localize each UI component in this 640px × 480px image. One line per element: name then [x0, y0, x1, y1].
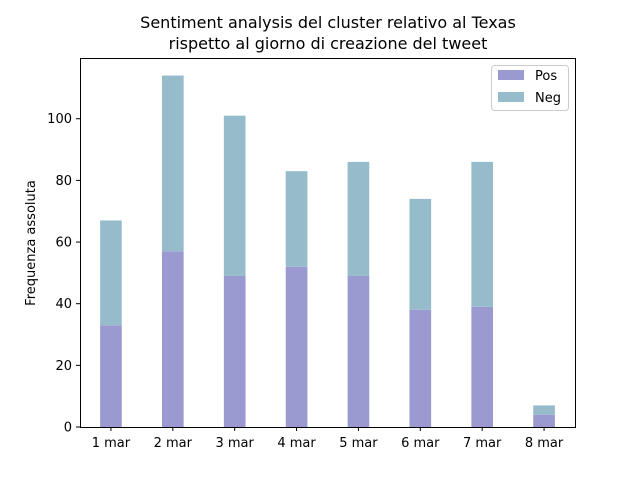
bar-pos-3 [223, 275, 246, 427]
y-ticks-group: 0 20 40 60 80 100 [47, 112, 80, 436]
bar-pos-6 [409, 309, 432, 427]
y-tick-label: 0 [64, 421, 72, 436]
x-tick-label: 8 mar [525, 436, 564, 451]
bar-neg-7 [471, 161, 494, 307]
y-tick-label: 80 [55, 174, 72, 189]
chart-title-line-1: Sentiment analysis del cluster relativo … [140, 13, 516, 32]
x-tick-label: 4 mar [277, 436, 316, 451]
x-tick-label: 2 mar [154, 436, 193, 451]
bars-group [100, 75, 555, 427]
bar-neg-6 [409, 198, 432, 310]
bar-pos-1 [100, 325, 122, 427]
y-tick-label: 20 [55, 359, 72, 374]
bar-pos-7 [471, 306, 494, 427]
bar-pos-5 [347, 275, 370, 427]
legend: Pos Neg [491, 65, 569, 111]
bar-neg-2 [161, 75, 184, 252]
bar-pos-8 [533, 414, 555, 427]
bar-pos-2 [161, 251, 184, 427]
bar-neg-8 [533, 405, 555, 415]
plot-area-frame [80, 58, 576, 428]
bar-neg-4 [285, 171, 308, 267]
legend-label-neg: Neg [535, 91, 561, 106]
y-axis-label: Frequenza assoluta [24, 180, 39, 306]
x-tick-label: 1 mar [92, 436, 131, 451]
y-tick-label: 100 [47, 112, 72, 127]
x-tick-label: 3 mar [215, 436, 254, 451]
y-tick-label: 60 [55, 236, 72, 251]
bar-pos-4 [285, 266, 308, 427]
bar-neg-1 [100, 220, 122, 326]
x-tick-label: 5 mar [339, 436, 378, 451]
chart-title-line-2: rispetto al giorno di creazione del twee… [169, 34, 488, 53]
legend-swatch-neg [498, 92, 524, 102]
legend-swatch-pos [498, 70, 524, 80]
x-tick-label: 6 mar [401, 436, 440, 451]
bar-neg-5 [347, 161, 370, 276]
legend-label-pos: Pos [535, 69, 557, 84]
bar-neg-3 [223, 115, 246, 276]
x-tick-label: 7 mar [463, 436, 502, 451]
y-tick-label: 40 [55, 297, 72, 312]
x-ticks-group: 1 mar 2 mar 3 mar 4 mar 5 mar 6 mar 7 mar 8 mar [92, 427, 564, 451]
